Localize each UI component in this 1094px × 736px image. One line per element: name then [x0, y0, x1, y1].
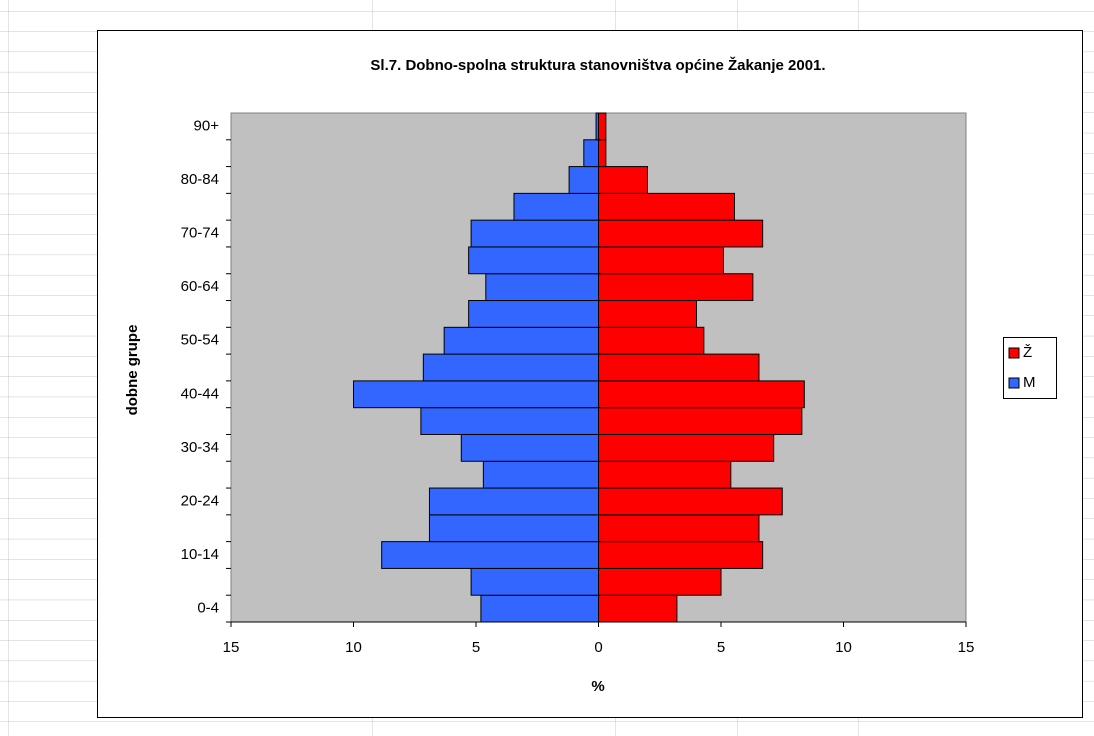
bar — [598, 487, 783, 516]
bar — [598, 246, 724, 275]
bar — [470, 567, 600, 596]
bar — [598, 139, 607, 168]
bar — [598, 166, 648, 194]
legend-swatch — [1008, 377, 1020, 389]
bar — [468, 300, 599, 328]
bar — [598, 433, 775, 462]
bar — [598, 380, 805, 409]
bar — [598, 300, 697, 328]
chart-title: Sl.7. Dobno-spolna struktura stanovništv… — [370, 56, 825, 74]
bar — [428, 514, 600, 543]
y-tick-label: 60-64 — [181, 278, 219, 295]
bar — [598, 594, 678, 623]
bar — [485, 273, 599, 302]
bar — [468, 246, 599, 275]
bar — [513, 192, 599, 221]
bar — [598, 353, 760, 382]
x-tick-label: 5 — [472, 639, 480, 656]
x-tick-label: 15 — [958, 639, 975, 656]
y-tick-label: 50-54 — [181, 332, 219, 349]
bar — [598, 514, 760, 543]
x-tick-label: 10 — [835, 639, 852, 656]
y-tick-label: 40-44 — [181, 385, 219, 402]
bar — [470, 219, 600, 248]
bar — [568, 166, 599, 194]
bar — [598, 192, 735, 221]
x-axis-label: % — [591, 678, 604, 695]
bar — [422, 353, 600, 382]
bar — [598, 219, 764, 248]
bar — [480, 594, 599, 623]
x-tick-label: 10 — [345, 639, 362, 656]
bar — [598, 326, 705, 355]
legend-swatch — [1008, 347, 1020, 359]
bar — [598, 541, 764, 569]
bar — [598, 567, 722, 596]
bar — [598, 273, 754, 302]
bar — [583, 139, 599, 168]
bar — [443, 326, 599, 355]
x-tick-label: 5 — [717, 639, 725, 656]
bar — [460, 433, 599, 462]
bar — [598, 112, 607, 141]
bar — [598, 460, 732, 489]
x-tick-label: 15 — [223, 639, 240, 656]
y-tick-label: 80-84 — [181, 171, 219, 188]
bar — [428, 487, 600, 516]
y-tick-label: 90+ — [194, 117, 220, 134]
bar — [420, 407, 599, 435]
bar — [381, 541, 599, 569]
y-tick-label: 70-74 — [181, 225, 219, 242]
bar — [482, 460, 600, 489]
y-axis-label: dobne grupe — [124, 325, 141, 416]
legend-label: Ž — [1023, 344, 1032, 361]
y-tick-label: 10-14 — [181, 546, 219, 563]
y-tick-label: 0-4 — [197, 600, 219, 617]
x-tick-label: 0 — [594, 639, 602, 656]
y-tick-label: 20-24 — [181, 492, 219, 509]
bar — [598, 407, 803, 435]
legend-label: M — [1023, 374, 1036, 391]
bar — [353, 380, 599, 409]
y-tick-label: 30-34 — [181, 439, 219, 456]
